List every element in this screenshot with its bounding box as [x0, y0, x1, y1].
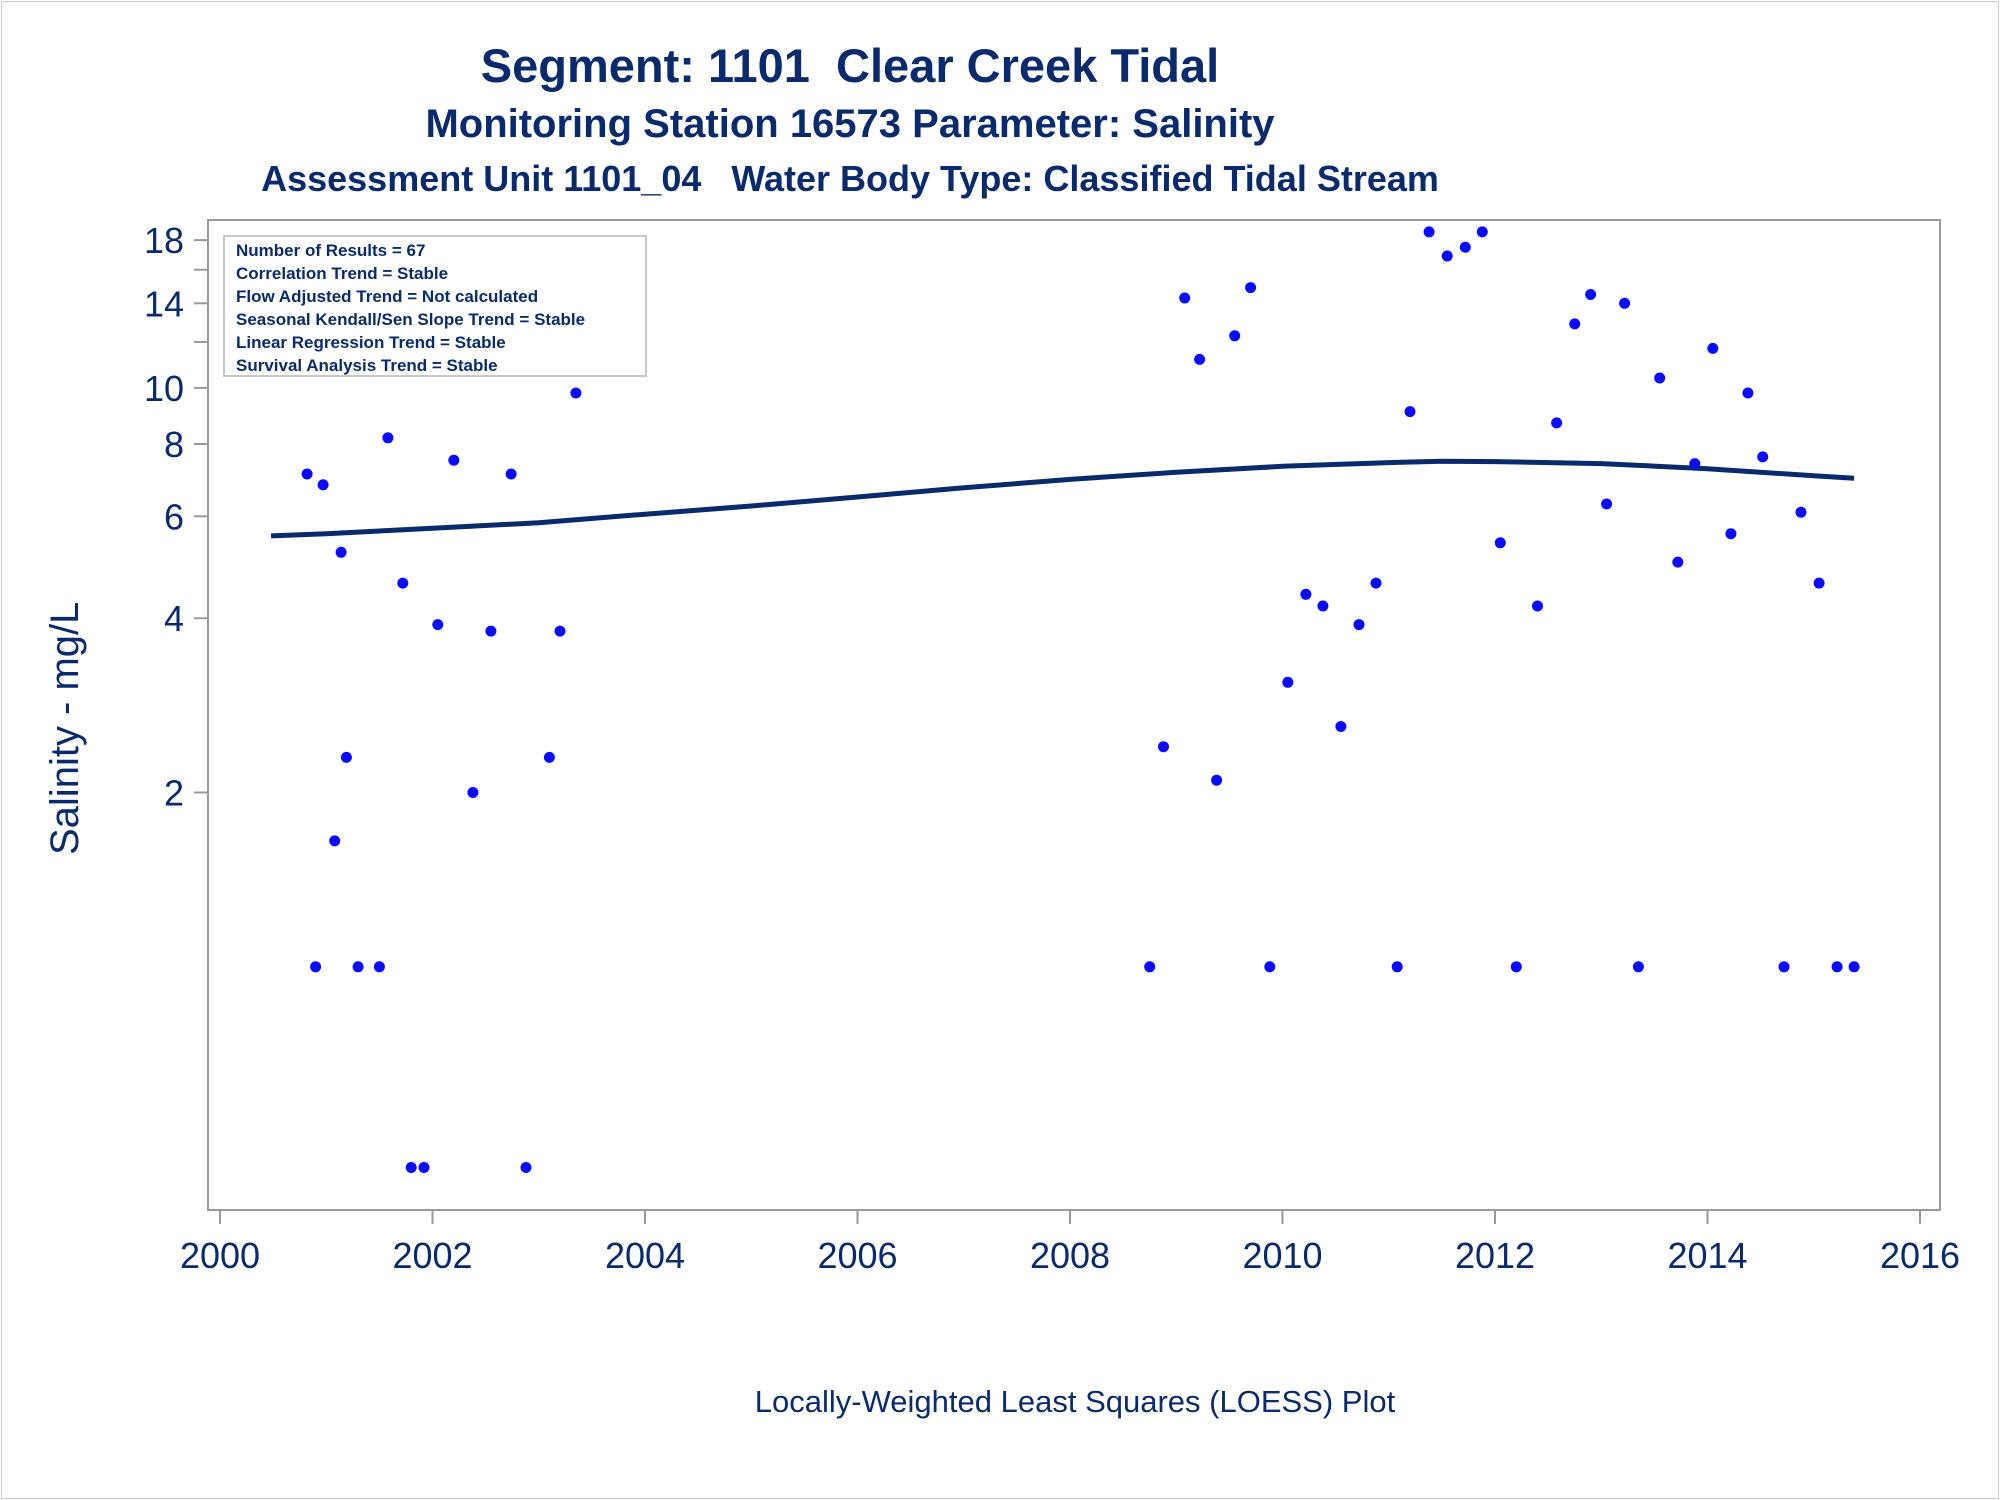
loess-series: [270, 458, 1855, 539]
data-point: [301, 468, 313, 480]
stats-box-border: [223, 235, 647, 377]
data-point: [1245, 282, 1257, 294]
data-point: [329, 835, 341, 847]
data-point: [543, 751, 555, 763]
data-point: [1510, 961, 1522, 973]
stats-box: Number of Results = 67 Correlation Trend …: [223, 235, 647, 377]
data-point: [1423, 226, 1435, 238]
data-point: [418, 1162, 430, 1173]
data-point: [382, 432, 394, 444]
loess-line: [270, 458, 1855, 539]
y-tick-label: 14: [144, 283, 184, 324]
scatter-series: [265, 226, 1860, 1173]
data-point: [554, 625, 566, 637]
data-point: [405, 1162, 417, 1173]
chart-subtitle-assessment: Assessment Unit 1101_04 Water Body Type:…: [261, 158, 1439, 199]
data-point: [317, 479, 329, 491]
data-point: [505, 468, 517, 480]
data-point: [520, 1162, 532, 1173]
x-tick-label: 2008: [1030, 1235, 1110, 1276]
data-point: [1601, 498, 1613, 510]
data-point: [1551, 417, 1563, 429]
stats-box-line: Survival Analysis Trend = Stable: [236, 356, 498, 375]
data-point: [485, 625, 497, 637]
y-axis-label: Salinity - mg/L: [43, 602, 87, 855]
plot-area: [207, 219, 1941, 1211]
x-tick-label: 2016: [1880, 1235, 1960, 1276]
data-point: [1264, 961, 1276, 973]
data-point: [1179, 292, 1191, 304]
x-tick-label: 2004: [605, 1235, 685, 1276]
data-point: [1158, 741, 1169, 753]
data-point: [1757, 451, 1769, 463]
data-point: [432, 619, 444, 631]
data-point: [1353, 619, 1365, 631]
chart-title: Segment: 1101 Clear Creek Tidal: [480, 39, 1220, 92]
data-point: [1404, 406, 1416, 418]
data-point: [310, 961, 322, 973]
data-point: [1476, 226, 1488, 238]
data-point: [1391, 961, 1403, 973]
x-tick-label: 2010: [1242, 1235, 1322, 1276]
x-tick-label: 2014: [1667, 1235, 1747, 1276]
y-tick-label: 10: [144, 368, 184, 409]
data-point: [1742, 387, 1754, 399]
data-point: [1848, 961, 1860, 973]
y-tick-label: 2: [164, 772, 184, 813]
data-point: [448, 454, 460, 466]
data-point: [1317, 600, 1329, 612]
data-point: [335, 546, 347, 558]
x-axis-label: Locally-Weighted Least Squares (LOESS) P…: [755, 1384, 1396, 1419]
data-point: [352, 961, 364, 973]
x-tick-label: 2000: [180, 1235, 260, 1276]
data-point: [1725, 528, 1737, 540]
data-point: [1194, 353, 1206, 365]
data-point: [1300, 588, 1312, 600]
data-point: [1654, 372, 1666, 384]
x-axis: 2000 2002 2004 2006 2008 2010 2012 2014 2016: [180, 1210, 1960, 1276]
data-point: [570, 387, 582, 399]
x-tick-label: 2012: [1455, 1235, 1535, 1276]
data-point: [373, 961, 385, 973]
data-point: [1211, 774, 1223, 786]
data-point: [1619, 297, 1631, 309]
data-point: [1795, 506, 1807, 518]
data-point: [1672, 556, 1684, 568]
data-point: [1831, 961, 1843, 973]
chart-subtitle-station: Monitoring Station 16573 Parameter: Sali…: [425, 102, 1275, 146]
stats-box-line: Seasonal Kendall/Sen Slope Trend = Stabl…: [236, 310, 585, 329]
data-point: [1689, 458, 1701, 470]
data-point: [1632, 961, 1644, 973]
data-point: [467, 787, 479, 798]
data-point: [1370, 577, 1382, 589]
stats-box-line: Correlation Trend = Stable: [236, 264, 448, 283]
x-tick-label: 2006: [817, 1235, 897, 1276]
data-point: [1778, 961, 1790, 973]
data-point: [1282, 676, 1294, 688]
data-point: [1494, 537, 1506, 549]
stats-box-line: Flow Adjusted Trend = Not calculated: [236, 287, 538, 306]
data-point: [340, 751, 352, 763]
data-point: [1585, 289, 1597, 300]
y-axis: 2 4 6 8 10 14 18: [144, 220, 208, 813]
data-point: [1335, 721, 1347, 732]
data-point: [1532, 600, 1543, 612]
data-point: [1144, 961, 1156, 973]
data-point: [1441, 250, 1453, 262]
data-point: [1459, 241, 1471, 253]
x-tick-label: 2002: [392, 1235, 472, 1276]
y-tick-label: 8: [164, 424, 184, 465]
stats-box-line: Number of Results = 67: [236, 241, 425, 260]
data-point: [1707, 342, 1719, 354]
data-point: [1813, 577, 1825, 589]
data-point: [1569, 318, 1581, 330]
data-point: [1229, 330, 1241, 342]
y-tick-label: 4: [164, 598, 184, 639]
y-tick-label: 18: [144, 220, 184, 261]
stats-box-line: Linear Regression Trend = Stable: [236, 333, 506, 352]
data-point: [397, 577, 409, 589]
y-tick-label: 6: [164, 496, 184, 537]
